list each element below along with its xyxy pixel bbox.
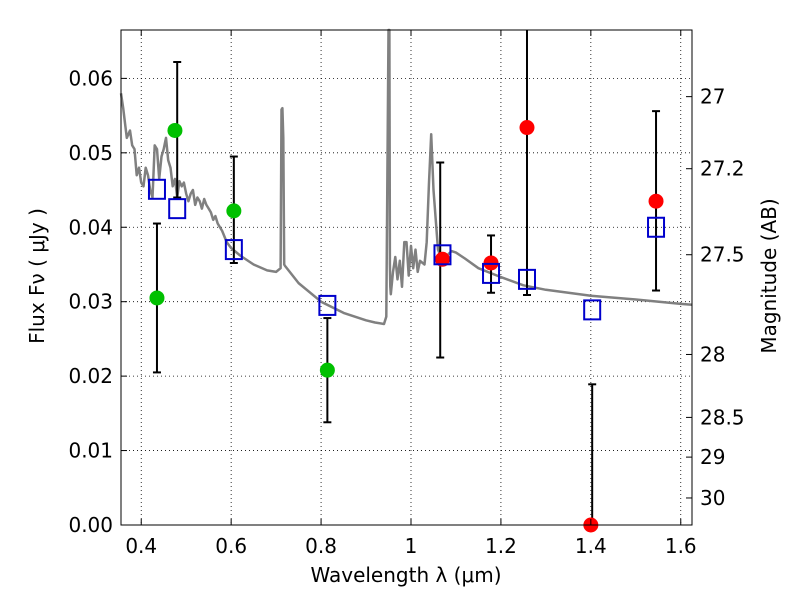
y2-tick-label: 30	[700, 486, 725, 510]
sed-model-layer	[119, 28, 693, 326]
y-tick-label: 0.04	[68, 215, 113, 239]
green-data-point	[226, 203, 242, 219]
x-tick-label: 1.6	[665, 534, 697, 558]
model-square-marker	[224, 239, 243, 261]
grid-lines	[121, 30, 692, 526]
y2-tick-label: 27	[700, 85, 725, 109]
axis-tick-layer	[121, 30, 692, 526]
plot-frame	[120, 29, 693, 526]
sed-model-curve	[119, 28, 693, 326]
y-tick-label: 0.06	[68, 66, 113, 90]
x-tick-label: 1.2	[485, 534, 517, 558]
green-data-point	[319, 362, 335, 378]
y-tick-label: 0.05	[68, 141, 113, 165]
y2-tick-label: 28.5	[700, 405, 745, 429]
x-tick-label: 1.4	[575, 534, 607, 558]
y-axis-label: Flux Fν ( μJy )	[25, 208, 49, 344]
x-tick-label: 0.4	[125, 534, 157, 558]
model-square-marker	[482, 262, 501, 284]
x-tick-label: 0.6	[215, 534, 247, 558]
y2-tick-label: 28	[700, 342, 725, 366]
red-data-point	[648, 193, 664, 209]
model-square-marker	[318, 294, 337, 316]
y-tick-label: 0.03	[68, 290, 113, 314]
tick-label-layer: 0.4 0.6 0.8 1 1.2 1.4 1.6 0.00 0.01 0.02 0.03 0.04 0…	[68, 66, 744, 558]
model-square-marker	[433, 244, 452, 266]
y-tick-label: 0.00	[68, 513, 113, 537]
green-data-point	[149, 290, 165, 306]
data-marker-layer	[147, 120, 666, 533]
y2-tick-label: 29	[700, 445, 725, 469]
y2-tick-label: 27.5	[700, 243, 745, 267]
y-tick-label: 0.01	[68, 439, 113, 463]
model-square-marker	[168, 198, 187, 220]
y-tick-label: 0.02	[68, 364, 113, 388]
model-square-marker	[647, 216, 666, 238]
x-axis-label: Wavelength λ (μm)	[310, 563, 501, 587]
red-data-point	[434, 251, 450, 267]
y2-axis-label: Magnitude (AB)	[757, 198, 781, 353]
red-data-point	[519, 120, 535, 136]
y2-tick-label: 27.2	[700, 157, 745, 181]
green-data-point	[167, 122, 183, 138]
model-square-marker	[517, 268, 536, 290]
x-tick-label: 0.8	[305, 534, 337, 558]
x-tick-label: 1	[405, 534, 418, 558]
model-square-marker	[583, 299, 602, 321]
model-square-marker	[147, 178, 166, 200]
